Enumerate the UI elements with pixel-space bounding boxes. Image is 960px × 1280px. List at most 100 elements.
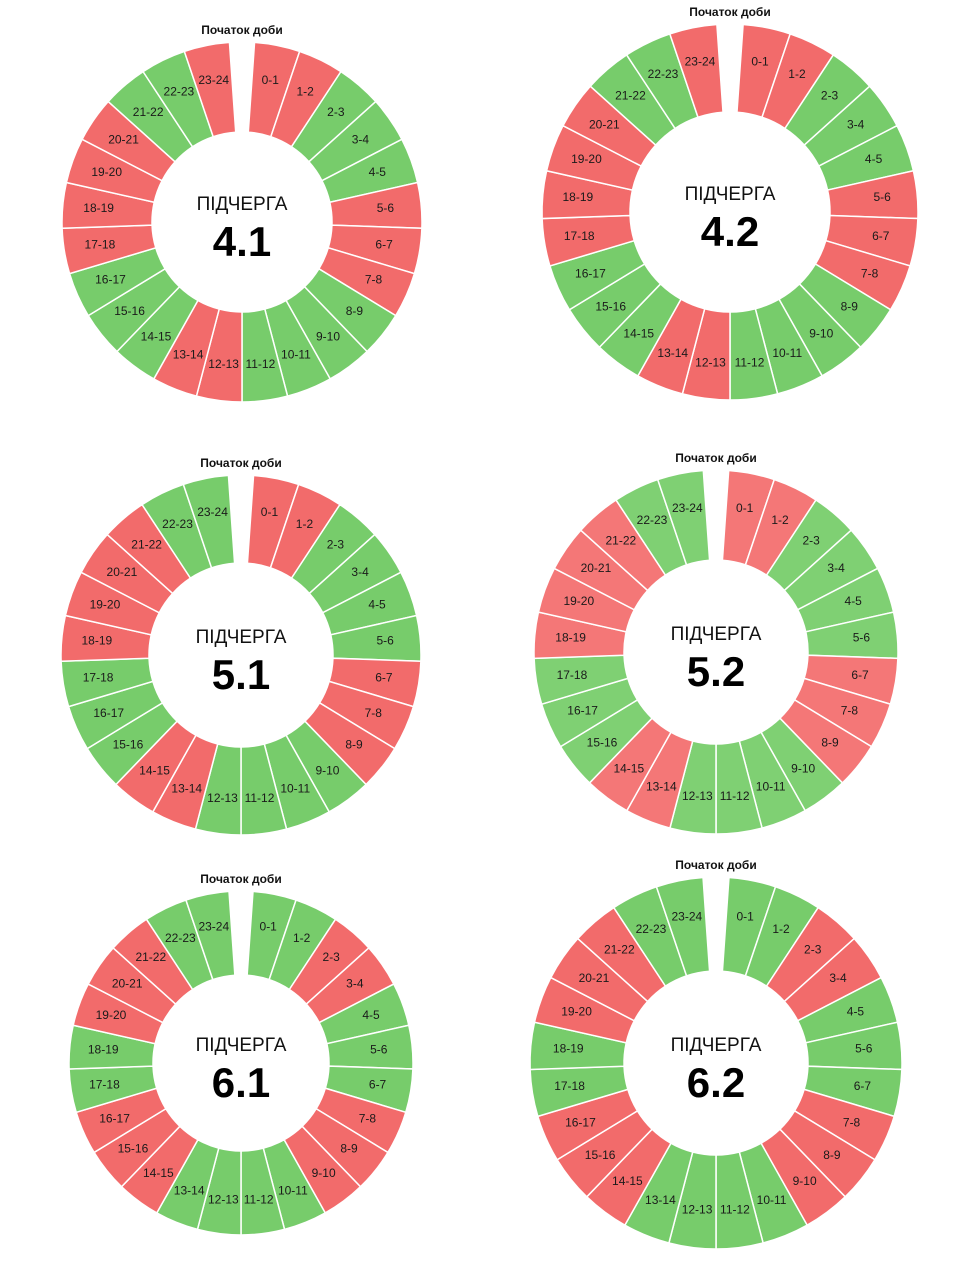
hour-label: 16-17 [99, 1111, 130, 1125]
hour-label: 19-20 [91, 165, 122, 179]
hour-label: 17-18 [83, 671, 114, 685]
day-start-label: Початок доби [200, 872, 281, 886]
hour-label: 15-16 [595, 300, 626, 314]
hour-label: 7-8 [365, 273, 383, 287]
hour-label: 14-15 [612, 1174, 643, 1188]
hour-label: 9-10 [791, 761, 815, 775]
dial: 0-1 1-2 2-3 3-4 4-5 5-6 6-7 7-8 8-9 9-10 10-11 11-1… [529, 858, 903, 1250]
hour-label: 20-21 [108, 132, 139, 146]
hour-label: 13-14 [657, 346, 688, 360]
hour-label: 15-16 [114, 304, 145, 318]
hour-label: 6-7 [854, 1079, 872, 1093]
hour-label: 13-14 [174, 1183, 205, 1197]
hour-label: 6-7 [375, 671, 393, 685]
hour-label: 13-14 [645, 1193, 676, 1207]
hour-label: 18-19 [83, 201, 114, 215]
hour-label: 18-19 [81, 634, 112, 648]
hour-label: 12-13 [682, 1202, 713, 1216]
dial: 0-1 1-2 2-3 3-4 4-5 5-6 6-7 7-8 8-9 9-10 10-11 11-1… [541, 5, 919, 401]
hour-label: 5-6 [370, 1042, 388, 1056]
hour-label: 19-20 [90, 598, 121, 612]
hour-label: 1-2 [788, 67, 806, 81]
hour-label: 10-11 [756, 780, 786, 794]
hour-label: 10-11 [280, 781, 310, 795]
hour-label: 12-13 [695, 356, 726, 370]
hour-label: 16-17 [95, 273, 126, 287]
hour-label: 3-4 [352, 132, 370, 146]
hour-label: 7-8 [365, 706, 383, 720]
hour-label: 14-15 [141, 330, 172, 344]
hour-label: 18-19 [563, 190, 594, 204]
hour-label: 13-14 [646, 780, 677, 794]
hour-label: 10-11 [281, 348, 311, 362]
hour-label: 11-12 [735, 356, 765, 370]
hour-label: 16-17 [565, 1116, 596, 1130]
hour-label: 5-6 [853, 631, 871, 645]
hour-label: 21-22 [606, 533, 637, 547]
hour-label: 0-1 [262, 73, 280, 87]
hour-label: 7-8 [359, 1111, 377, 1125]
hour-label: 3-4 [847, 117, 865, 131]
hour-label: 1-2 [771, 513, 789, 527]
hour-label: 18-19 [553, 1041, 584, 1055]
hour-label: 20-21 [107, 565, 138, 579]
hour-label: 21-22 [604, 943, 635, 957]
queue-number: 4.1 [213, 218, 271, 265]
hour-label: 0-1 [260, 919, 278, 933]
hour-label: 22-23 [165, 931, 196, 945]
hour-label: 3-4 [351, 565, 369, 579]
hour-label: 7-8 [841, 704, 859, 718]
hour-label: 13-14 [171, 781, 202, 795]
hour-label: 23-24 [197, 505, 228, 519]
hour-label: 5-6 [377, 201, 395, 215]
queue-number: 4.2 [701, 208, 759, 255]
queue-label: ПІДЧЕРГА [685, 184, 776, 205]
hour-label: 11-12 [245, 791, 275, 805]
hour-label: 22-23 [648, 67, 679, 81]
queue-label: ПІДЧЕРГА [671, 624, 762, 645]
hour-label: 18-19 [555, 631, 586, 645]
queue-label: ПІДЧЕРГА [671, 1035, 762, 1056]
day-start-label: Початок доби [201, 23, 282, 37]
hour-label: 20-21 [589, 117, 620, 131]
hour-label: 9-10 [315, 763, 339, 777]
dial: 0-1 1-2 2-3 3-4 4-5 5-6 6-7 7-8 8-9 9-10 10-11 11-1… [68, 872, 414, 1236]
hour-label: 6-7 [872, 229, 890, 243]
hour-label: 1-2 [296, 85, 314, 99]
hour-label: 12-13 [208, 357, 239, 371]
hour-label: 4-5 [362, 1008, 380, 1022]
hour-segment [183, 41, 237, 138]
hour-label: 21-22 [131, 537, 162, 551]
day-start-label: Початок доби [675, 451, 756, 465]
hour-label: 9-10 [316, 330, 340, 344]
hour-label: 4-5 [845, 594, 863, 608]
hour-label: 2-3 [323, 950, 341, 964]
queue-number: 6.1 [212, 1059, 270, 1106]
hour-label: 19-20 [571, 152, 602, 166]
hour-label: 0-1 [751, 54, 769, 68]
hour-label: 14-15 [623, 327, 654, 341]
hour-label: 14-15 [143, 1166, 174, 1180]
hour-label: 19-20 [563, 594, 594, 608]
hour-label: 20-21 [579, 971, 610, 985]
hour-label: 13-14 [173, 348, 204, 362]
hour-label: 14-15 [613, 761, 644, 775]
hour-label: 23-24 [672, 501, 703, 515]
hour-label: 4-5 [847, 1004, 865, 1018]
hour-label: 11-12 [244, 1192, 274, 1206]
hour-label: 8-9 [821, 735, 839, 749]
hour-label: 5-6 [873, 190, 891, 204]
hour-label: 8-9 [340, 1142, 358, 1156]
hour-label: 16-17 [575, 266, 606, 280]
hour-label: 18-19 [88, 1042, 119, 1056]
hour-label: 0-1 [736, 910, 754, 924]
queue-number: 5.2 [687, 648, 745, 695]
queue-number: 5.1 [212, 651, 270, 698]
hour-label: 19-20 [561, 1004, 592, 1018]
dial: 0-1 1-2 2-3 3-4 4-5 5-6 6-7 7-8 8-9 9-10 10-11 11-1… [60, 456, 422, 836]
hour-label: 23-24 [671, 910, 702, 924]
hour-label: 9-10 [793, 1174, 817, 1188]
hour-label: 15-16 [585, 1148, 616, 1162]
